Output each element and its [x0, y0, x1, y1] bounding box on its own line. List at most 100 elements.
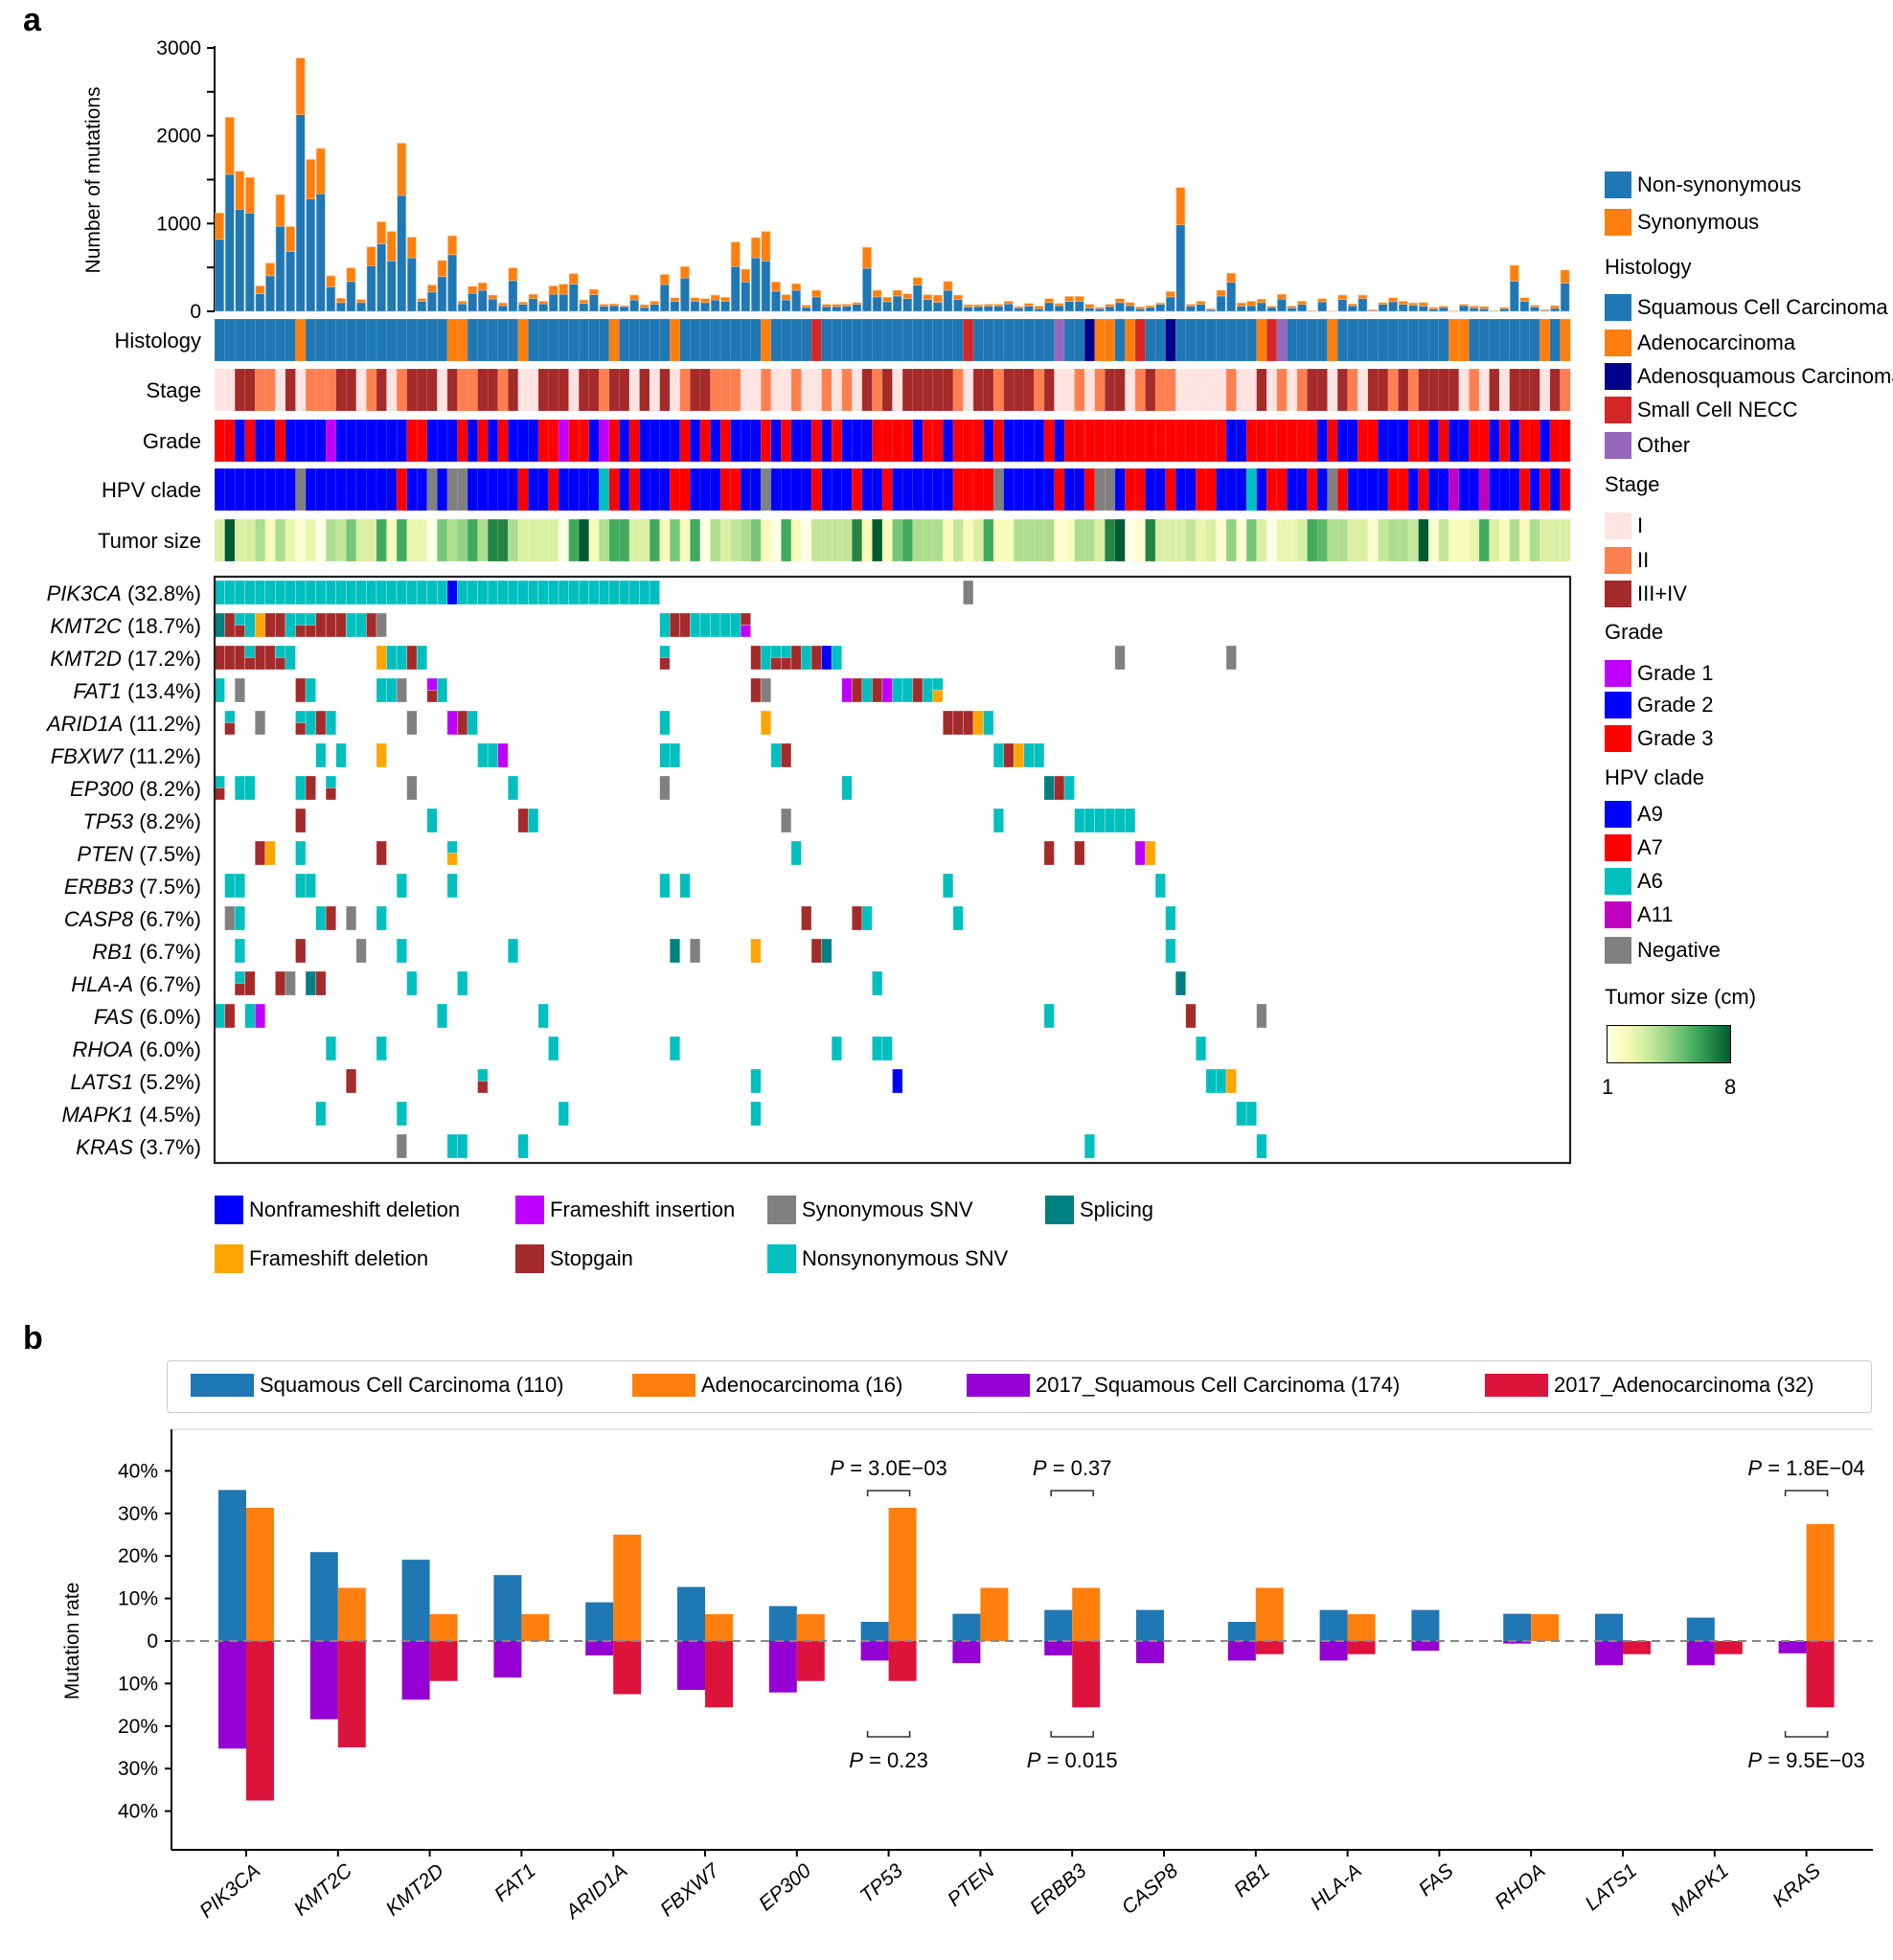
bar-2017-adenocarcinoma-32- [1714, 1641, 1743, 1654]
tumor-size-cell [568, 518, 580, 562]
bar-synonymous [1388, 297, 1398, 303]
bar-synonymous [933, 294, 943, 303]
grade-cell [1357, 419, 1369, 463]
histology-cell [972, 318, 985, 362]
bar-non-synonymous [1054, 305, 1064, 312]
tumor-size-cell [497, 518, 509, 562]
mutation-cell [517, 1133, 529, 1159]
mutation-cell [1083, 1133, 1095, 1159]
mutation-cell [396, 1101, 407, 1127]
mutation-cell [426, 677, 438, 691]
mutation-cell [477, 1068, 489, 1082]
mutation-cell [446, 853, 458, 866]
mutation-cell [295, 722, 307, 736]
bar-non-synonymous [963, 307, 973, 312]
stage-cell [821, 368, 832, 412]
bar-non-synonymous [589, 294, 599, 312]
stage-cell [1083, 368, 1096, 412]
hpv-cell [690, 467, 701, 512]
bar-synonymous [690, 297, 700, 302]
mutation-cell [426, 808, 438, 833]
hpv-cell [679, 467, 691, 512]
hpv-cell [1327, 467, 1338, 512]
grade-cell [1114, 419, 1126, 463]
mutation-cell [781, 808, 792, 833]
tumor-size-cell [841, 518, 853, 562]
mutation-cell [285, 970, 296, 996]
stage-cell [690, 368, 701, 412]
tumor-size-cell [1216, 518, 1227, 562]
bar-non-synonymous [397, 194, 407, 312]
stage-cell [416, 368, 428, 412]
bar-synonymous [882, 297, 892, 303]
mutation-cell [295, 775, 307, 801]
mutation-cell [659, 742, 671, 768]
mutation-cell [244, 645, 256, 658]
hpv-cell [983, 467, 994, 512]
hpv-cell [861, 467, 873, 512]
hpv-cell [760, 467, 772, 512]
gene-label: KRAS (3.7%) [76, 1135, 201, 1159]
histology-cell [1407, 318, 1420, 362]
grade-cell [770, 419, 782, 463]
histology-cell [1034, 318, 1045, 362]
stage-cell [1438, 368, 1449, 412]
bar-non-synonymous [518, 304, 528, 312]
gene-name: TP53 [82, 809, 133, 833]
bar-synonymous [376, 221, 387, 244]
mutation-cell [305, 612, 316, 626]
gene-name: PIK3CA [47, 581, 122, 605]
mutation-cell [244, 1003, 256, 1029]
x-tick-label: CASP8 [1118, 1859, 1183, 1919]
x-tick-label: FBXW7 [656, 1858, 724, 1921]
legend-swatch [1605, 171, 1631, 198]
mutation-cell [275, 645, 286, 658]
bar-synonymous [639, 304, 650, 308]
hpv-cell [821, 467, 832, 512]
mutation-cell [244, 657, 256, 671]
histology-cell [943, 318, 954, 362]
mutation-cell [831, 1036, 843, 1061]
stage-cell [325, 368, 337, 412]
stage-cell [1478, 368, 1491, 412]
mutation-cell [386, 645, 398, 671]
bar-2017-squamous-cell-carcinoma-174- [1044, 1641, 1073, 1656]
mutation-cell [285, 645, 296, 671]
gene-percent: (6.0%) [133, 1037, 201, 1061]
mutation-cell [1165, 905, 1176, 931]
tumor-size-cell [599, 518, 610, 562]
tumor-size-cell [1256, 518, 1267, 562]
mutation-cell [234, 873, 245, 899]
grade-cell [628, 419, 641, 463]
gene-percent: (11.2%) [123, 712, 201, 736]
histology-cell [1083, 318, 1096, 362]
grade-cell [1347, 419, 1358, 463]
gene-label: RB1 (6.7%) [92, 940, 201, 964]
bar-non-synonymous [1459, 305, 1469, 312]
stage-cell [1205, 368, 1217, 412]
bar-synonymous [912, 277, 923, 285]
mutation-cell [214, 677, 225, 703]
tumor-size-colorbar [1607, 1025, 1731, 1063]
mutation-cell [972, 710, 984, 736]
grade-cell [952, 419, 964, 463]
histology-cell [1256, 318, 1267, 362]
grade-cell [710, 419, 721, 463]
hpv-cell [710, 467, 721, 512]
tumor-size-cell [578, 518, 590, 562]
gene-name: FAS [94, 1005, 133, 1029]
mutation-cell [305, 625, 316, 638]
legend-stage-item: III+IV [1605, 581, 1687, 607]
mutation-cell [1225, 1068, 1237, 1094]
bar-non-synonymous [265, 275, 275, 312]
bar-adenocarcinoma-16- [1531, 1614, 1560, 1641]
hpv-cell [1196, 467, 1207, 512]
histology-cell [1175, 318, 1187, 362]
hpv-cell [1498, 467, 1511, 512]
legend-hpv-item: A9 [1605, 801, 1663, 828]
histology-cell [437, 318, 448, 362]
histology-cell [852, 318, 863, 362]
stage-cell [315, 368, 327, 412]
gene-percent: (32.8%) [122, 581, 201, 605]
legend-label: Adenosquamous Carcinoma [1637, 364, 1893, 388]
